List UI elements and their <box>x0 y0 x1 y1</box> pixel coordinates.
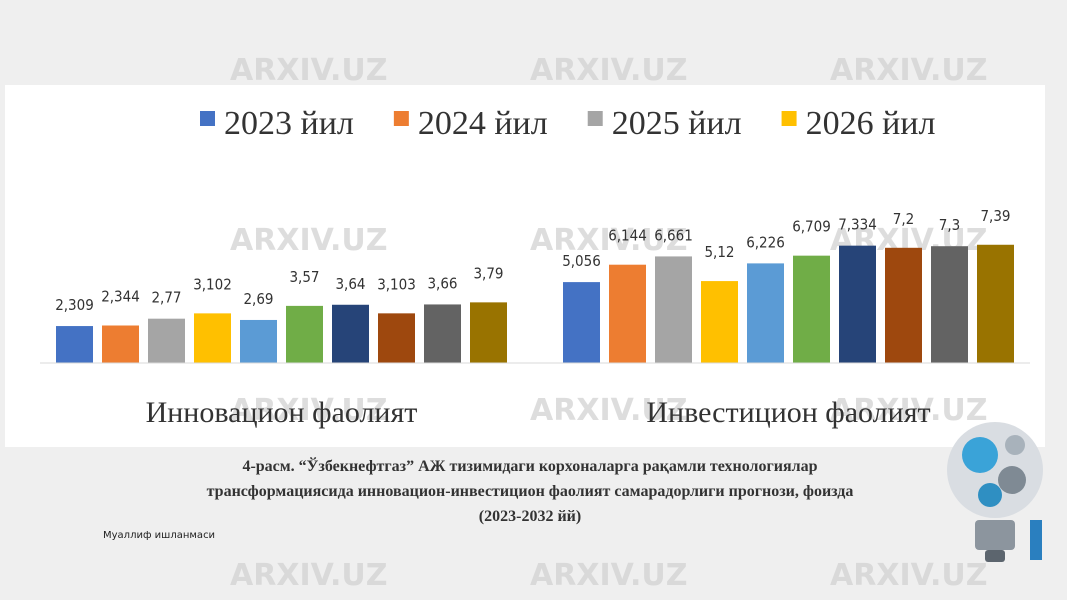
caption-line: 4-расм. “Ўзбекнефтгаз” АЖ тизимидаги кор… <box>242 456 817 475</box>
value-label: 3,103 <box>377 275 416 293</box>
caption-line: трансформациясида инновацион-инвестицион… <box>207 483 854 500</box>
watermark: ARXIV.UZ <box>830 558 987 593</box>
bar <box>977 244 1014 363</box>
value-label: 6,661 <box>654 226 693 244</box>
watermark: ARXIV.UZ <box>830 53 987 88</box>
value-label: 2,69 <box>243 290 273 308</box>
value-label: 2,77 <box>151 289 181 307</box>
bar <box>378 313 415 363</box>
value-label: 6,709 <box>792 218 831 236</box>
watermarks: ARXIV.UZ ARXIV.UZ ARXIV.UZ ARXIV.UZ ARXIV.UZ… <box>230 53 987 593</box>
value-label: 3,64 <box>335 275 365 293</box>
value-label: 7,334 <box>838 216 877 234</box>
watermark: ARXIV.UZ <box>530 53 687 88</box>
bar <box>56 326 93 363</box>
bar <box>885 247 922 363</box>
watermark: ARXIV.UZ <box>230 393 387 428</box>
value-label: 5,056 <box>562 252 601 270</box>
value-label: 6,144 <box>608 227 647 245</box>
bar <box>240 319 277 363</box>
value-label: 7,39 <box>980 207 1010 225</box>
legend-swatch <box>587 111 603 126</box>
value-label: 2,344 <box>101 287 140 305</box>
bar <box>102 325 139 363</box>
value-label: 3,66 <box>427 274 457 292</box>
watermark: ARXIV.UZ <box>530 223 687 258</box>
bar <box>655 256 692 363</box>
legend-label: 2025 йил <box>612 105 742 142</box>
value-label: 7,2 <box>893 210 914 228</box>
bar <box>839 245 876 363</box>
value-label: 6,226 <box>746 233 785 251</box>
value-label: 2,309 <box>55 296 94 314</box>
bar <box>332 304 369 363</box>
value-label: 5,12 <box>704 243 734 261</box>
legend-swatch <box>200 111 215 126</box>
watermark: ARXIV.UZ <box>230 223 387 258</box>
bar <box>931 246 968 363</box>
bar <box>563 282 600 363</box>
legend-label: 2024 йил <box>418 105 548 142</box>
bar <box>424 304 461 363</box>
value-label: 3,79 <box>473 264 503 282</box>
category-label: Инновацион фаолият <box>146 396 418 429</box>
bar <box>194 313 231 363</box>
watermark: ARXIV.UZ <box>230 53 387 88</box>
bar <box>701 281 738 363</box>
bar <box>470 302 507 363</box>
watermark: ARXIV.UZ <box>530 558 687 593</box>
lightbulb-icon <box>947 422 1043 562</box>
bar <box>793 255 830 363</box>
bar <box>286 305 323 363</box>
watermark: ARXIV.UZ <box>830 393 987 428</box>
bar <box>747 263 784 363</box>
bar <box>148 318 185 363</box>
legend-label: 2023 йил <box>224 105 354 142</box>
category-label: Инвестицион фаолият <box>646 396 930 429</box>
chart: 2023 йил 2024 йил 2025 йил 2026 йил Инноваци… <box>40 105 1030 429</box>
legend-swatch <box>393 111 409 126</box>
legend-label: 2026 йил <box>806 105 936 142</box>
legend-swatch <box>781 111 797 126</box>
watermark: ARXIV.UZ <box>230 558 387 593</box>
bar <box>609 264 646 363</box>
value-label: 3,102 <box>193 275 232 293</box>
watermark: ARXIV.UZ <box>530 393 687 428</box>
source-note: Муаллиф ишланмаси <box>103 530 215 541</box>
value-label: 3,57 <box>289 268 319 286</box>
caption-line: (2023-2032 йй) <box>479 508 581 525</box>
value-label: 7,3 <box>939 216 960 234</box>
